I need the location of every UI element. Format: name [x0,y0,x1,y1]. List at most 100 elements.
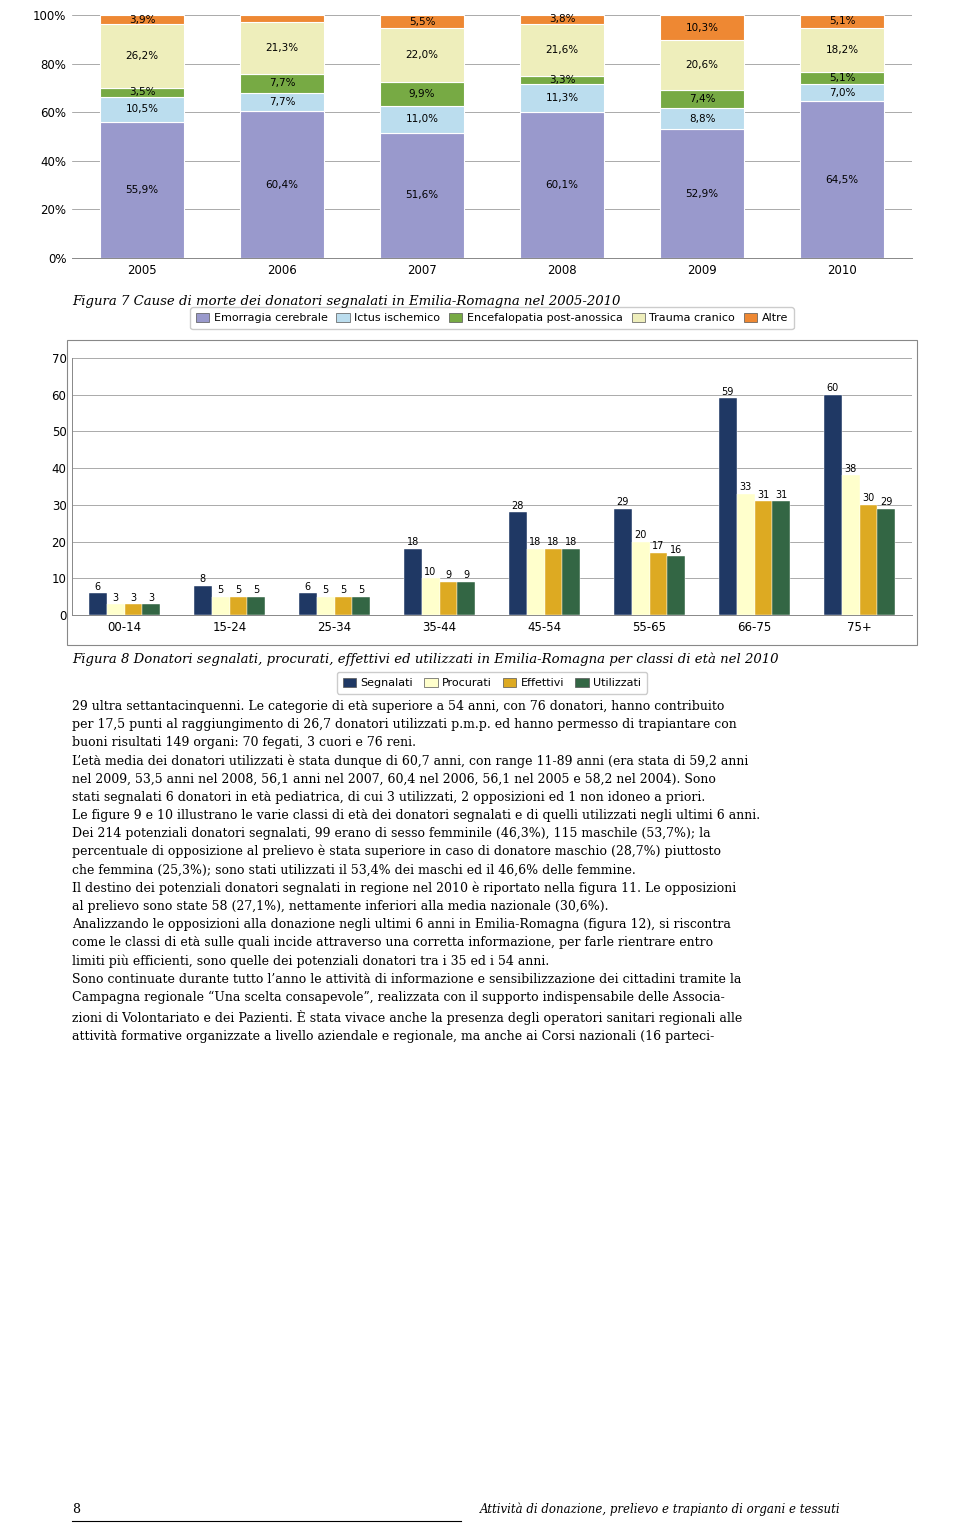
Bar [380,82,464,106]
Bar [240,111,324,259]
Bar [100,97,184,122]
Text: 22,0%: 22,0% [405,51,439,60]
Bar [719,399,736,616]
Bar [520,25,604,77]
Text: 60: 60 [827,383,839,394]
Text: 5: 5 [235,585,242,596]
Text: 21,6%: 21,6% [545,45,579,55]
Text: 11,0%: 11,0% [405,114,439,125]
Bar [660,129,744,259]
Bar [334,597,352,616]
Text: 17: 17 [652,542,664,551]
Text: 33: 33 [739,482,752,492]
Text: 5: 5 [253,585,259,596]
Text: 5,5%: 5,5% [409,17,435,26]
Bar [800,28,884,72]
Bar [613,508,632,616]
Text: 9: 9 [464,571,469,580]
Text: 20: 20 [635,529,647,540]
Text: 29: 29 [880,497,893,506]
Text: 26,2%: 26,2% [126,51,158,62]
Bar [380,28,464,82]
Text: Figura 8 Donatori segnalati, procurati, effettivi ed utilizzati in Emilia-Romagn: Figura 8 Donatori segnalati, procurati, … [72,653,779,666]
Bar [877,508,895,616]
Text: 3,9%: 3,9% [129,15,156,25]
Text: 5,1%: 5,1% [828,17,855,26]
Text: 10: 10 [424,566,437,577]
Text: 8,8%: 8,8% [688,114,715,123]
Bar [800,85,884,102]
Bar [667,556,685,616]
Text: 8: 8 [72,1504,80,1516]
Bar [660,40,744,91]
Text: 31: 31 [757,489,770,500]
Text: Attività di donazione, prelievo e trapianto di organi e tessuti: Attività di donazione, prelievo e trapia… [480,1504,841,1516]
Bar [240,22,324,74]
Bar [299,593,317,616]
Bar [650,553,667,616]
Bar [520,15,604,25]
Text: 18: 18 [565,537,577,548]
Text: 3,5%: 3,5% [129,88,156,97]
Bar [660,15,744,40]
Text: 5: 5 [323,585,328,596]
Bar [100,88,184,97]
Bar [229,597,248,616]
Bar [240,92,324,111]
Text: 30: 30 [862,494,875,503]
Bar [632,542,650,616]
Bar [824,394,842,616]
Text: 31: 31 [775,489,787,500]
Bar [100,15,184,25]
Bar [520,85,604,112]
Bar [842,476,859,616]
Text: 59: 59 [722,386,733,397]
Bar [240,15,324,22]
Text: 7,7%: 7,7% [269,78,296,88]
Text: 10,3%: 10,3% [685,23,718,32]
Text: 11,3%: 11,3% [545,94,579,103]
Text: 6: 6 [304,582,311,591]
Text: 64,5%: 64,5% [826,174,858,185]
Bar [440,582,457,616]
Bar [142,603,160,616]
Bar [380,132,464,259]
Text: 7,7%: 7,7% [269,97,296,106]
Text: 29 ultra settantacinquenni. Le categorie di età superiore a 54 anni, con 76 dona: 29 ultra settantacinquenni. Le categorie… [72,700,760,1043]
Text: 29: 29 [616,497,629,506]
Bar [520,77,604,85]
Bar [520,112,604,259]
Bar [317,597,334,616]
Bar [88,593,107,616]
Text: 55,9%: 55,9% [126,185,158,195]
Text: 5: 5 [340,585,347,596]
Bar [509,512,527,616]
Bar [755,502,773,616]
Text: 3,8%: 3,8% [549,14,575,25]
Text: 3,3%: 3,3% [549,75,575,86]
Text: 3: 3 [148,593,155,602]
Text: 3: 3 [131,593,136,602]
Bar [563,549,580,616]
Text: 5,1%: 5,1% [828,72,855,83]
Bar [240,74,324,92]
Bar [544,549,563,616]
Bar [660,108,744,129]
Bar [421,579,440,616]
Text: Figura 7 Cause di morte dei donatori segnalati in Emilia-Romagna nel 2005-2010: Figura 7 Cause di morte dei donatori seg… [72,295,620,308]
Bar [457,582,475,616]
Text: 28: 28 [512,500,524,511]
Legend: Segnalati, Procurati, Effettivi, Utilizzati: Segnalati, Procurati, Effettivi, Utilizz… [337,673,647,694]
Text: 5: 5 [218,585,224,596]
Bar [404,549,421,616]
Text: 16: 16 [670,545,683,554]
Text: 18: 18 [407,537,419,548]
Bar [859,505,877,616]
Bar [380,15,464,28]
Text: 18: 18 [547,537,560,548]
Text: 10,5%: 10,5% [126,105,158,114]
Bar [352,597,371,616]
Text: 18,2%: 18,2% [826,45,858,55]
Text: 6: 6 [95,582,101,591]
Text: 51,6%: 51,6% [405,191,439,200]
